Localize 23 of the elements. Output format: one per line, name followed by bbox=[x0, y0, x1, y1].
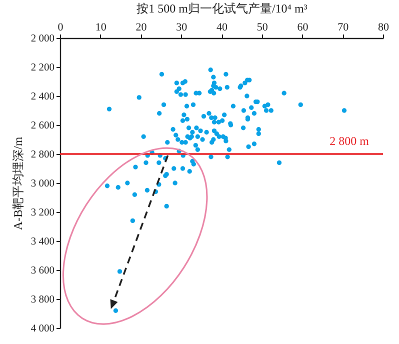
y-tick-label: 3 600 bbox=[30, 266, 54, 276]
x-tick-label: 10 bbox=[95, 22, 107, 34]
y-tick-label: 2 800 bbox=[30, 150, 54, 160]
y-tick-label: 3 800 bbox=[30, 294, 54, 306]
y-tick-label: 2 200 bbox=[30, 62, 54, 74]
y-tick-label: 3 200 bbox=[30, 208, 54, 218]
x-tick-label: 50 bbox=[256, 22, 268, 34]
y-tick-label: 3 000 bbox=[30, 178, 54, 190]
x-tick-label: 70 bbox=[338, 22, 350, 34]
x-tick-label: 20 bbox=[136, 22, 148, 34]
x-axis-title: 按1 500 m归一化试气产量/10⁴ m³ bbox=[136, 2, 308, 16]
y-axis-title: A-B靶平均埋深/m bbox=[10, 136, 25, 230]
y-tick-label: 4 000 bbox=[30, 324, 54, 334]
x-tick-label: 0 bbox=[58, 22, 64, 34]
x-tick-label: 40 bbox=[216, 22, 228, 34]
y-tick-label: 3 400 bbox=[30, 236, 54, 248]
y-tick-label: 2 600 bbox=[30, 120, 54, 132]
ref-line-label: 2 800 m bbox=[330, 134, 370, 148]
x-tick-label: 60 bbox=[297, 22, 309, 34]
x-tick-label: 80 bbox=[378, 22, 390, 34]
x-tick-label: 30 bbox=[176, 22, 188, 34]
y-tick-label: 2 000 bbox=[30, 34, 54, 44]
y-tick-label: 2 400 bbox=[30, 92, 54, 102]
